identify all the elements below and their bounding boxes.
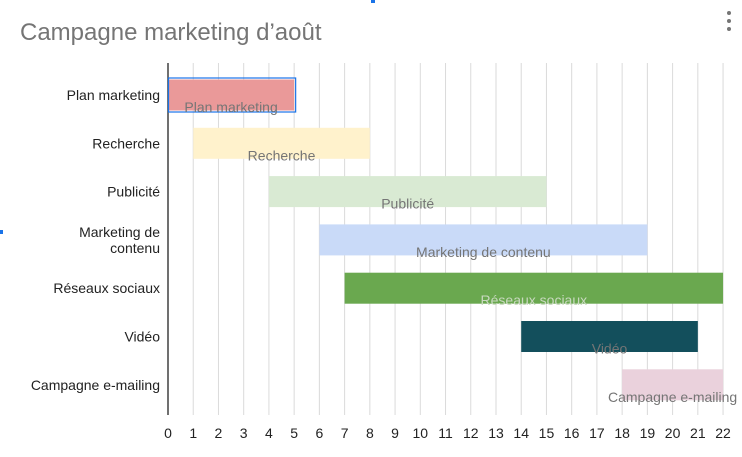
x-tick-label: 3 (240, 425, 248, 441)
bar-data-label: Publicité (381, 196, 434, 212)
y-category-label: Vidéo (124, 329, 160, 345)
x-tick-label: 21 (690, 425, 706, 441)
x-tick-label: 2 (215, 425, 223, 441)
task-bar[interactable] (168, 79, 295, 111)
x-tick-label: 16 (564, 425, 580, 441)
x-tick-label: 19 (640, 425, 656, 441)
task-bar[interactable] (344, 272, 724, 304)
bar-data-label: Campagne e-mailing (608, 389, 737, 405)
y-category-label: Plan marketing (67, 87, 160, 103)
y-category-label: Campagne e-mailing (31, 377, 160, 393)
x-tick-label: 11 (438, 425, 453, 441)
x-tick-label: 7 (341, 425, 349, 441)
x-tick-label: 4 (265, 425, 273, 441)
task-bar[interactable] (622, 369, 724, 401)
y-category-label: Marketing de (79, 224, 160, 240)
bar-data-label: Réseaux sociaux (481, 292, 588, 308)
x-tick-label: 9 (391, 425, 399, 441)
task-bar[interactable] (193, 127, 370, 159)
x-tick-label: 8 (366, 425, 374, 441)
y-category-label: Publicité (107, 184, 160, 200)
bar-data-label: Recherche (248, 147, 316, 163)
chart-title: Campagne marketing d’août (20, 19, 322, 46)
bar-data-label: Vidéo (592, 341, 628, 357)
bar-data-label: Plan marketing (184, 99, 277, 115)
bar-data-label: Marketing de contenu (416, 244, 551, 260)
x-tick-label: 20 (665, 425, 681, 441)
x-tick-label: 1 (189, 425, 197, 441)
y-category-label: Recherche (92, 135, 160, 151)
x-tick-label: 6 (315, 425, 323, 441)
more-vert-icon[interactable] (722, 8, 736, 34)
selection-handle-left[interactable] (0, 230, 3, 234)
x-tick-label: 15 (539, 425, 555, 441)
x-tick-label: 17 (589, 425, 605, 441)
selection-outline (167, 77, 297, 113)
x-tick-label: 22 (715, 425, 731, 441)
y-category-label: Réseaux sociaux (53, 280, 160, 296)
x-tick-label: 12 (463, 425, 479, 441)
x-tick-label: 18 (614, 425, 630, 441)
selection-handle-top[interactable] (371, 0, 375, 3)
x-tick-label: 0 (164, 425, 172, 441)
x-tick-label: 14 (513, 425, 529, 441)
task-bar[interactable] (319, 224, 648, 256)
x-tick-label: 5 (290, 425, 298, 441)
x-tick-label: 10 (413, 425, 429, 441)
x-tick-label: 13 (488, 425, 504, 441)
y-category-label: contenu (110, 240, 160, 256)
task-bar[interactable] (268, 176, 547, 208)
task-bar[interactable] (521, 321, 698, 352)
